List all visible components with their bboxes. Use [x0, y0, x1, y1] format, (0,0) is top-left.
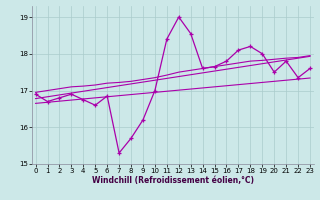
X-axis label: Windchill (Refroidissement éolien,°C): Windchill (Refroidissement éolien,°C) — [92, 176, 254, 185]
